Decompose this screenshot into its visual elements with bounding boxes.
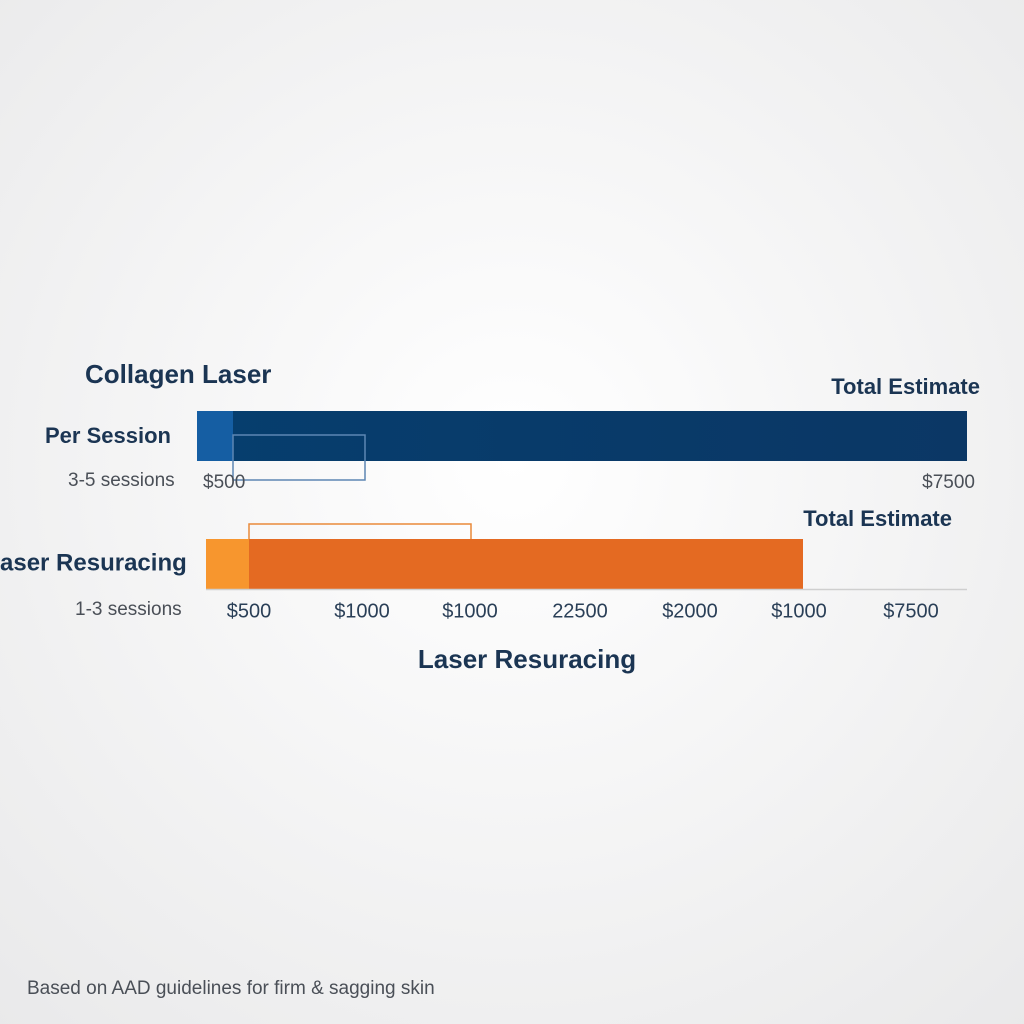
bar-segment: [197, 411, 233, 461]
sessions: 1-3 sessions: [75, 599, 182, 620]
sessions: 3-5 sessions: [68, 470, 175, 491]
title: Collagen Laser: [85, 359, 271, 389]
end-label: $7500: [922, 472, 975, 493]
axis-label: $7500: [883, 600, 939, 622]
row-label: Per Session: [45, 423, 171, 448]
total-label: Total Estimate: [831, 374, 980, 399]
bracket: [232, 434, 366, 481]
row-label: aser Resuracing: [0, 549, 187, 576]
axis-title: Laser Resuracing: [418, 644, 636, 674]
total-label: Total Estimate: [803, 506, 952, 531]
axis-label: $500: [227, 600, 272, 622]
bracket: [248, 523, 472, 539]
axis-label: $1000: [442, 600, 498, 622]
axis-label: 22500: [552, 600, 608, 622]
bar: [197, 411, 967, 461]
bar: [206, 539, 803, 589]
bar-segment: [206, 539, 249, 589]
start-label: $500: [203, 472, 245, 493]
axis-label: $1000: [334, 600, 390, 622]
footer: Based on AAD guidelines for firm & saggi…: [27, 978, 435, 999]
axis-label: $1000: [771, 600, 827, 622]
axis-label: $2000: [662, 600, 718, 622]
